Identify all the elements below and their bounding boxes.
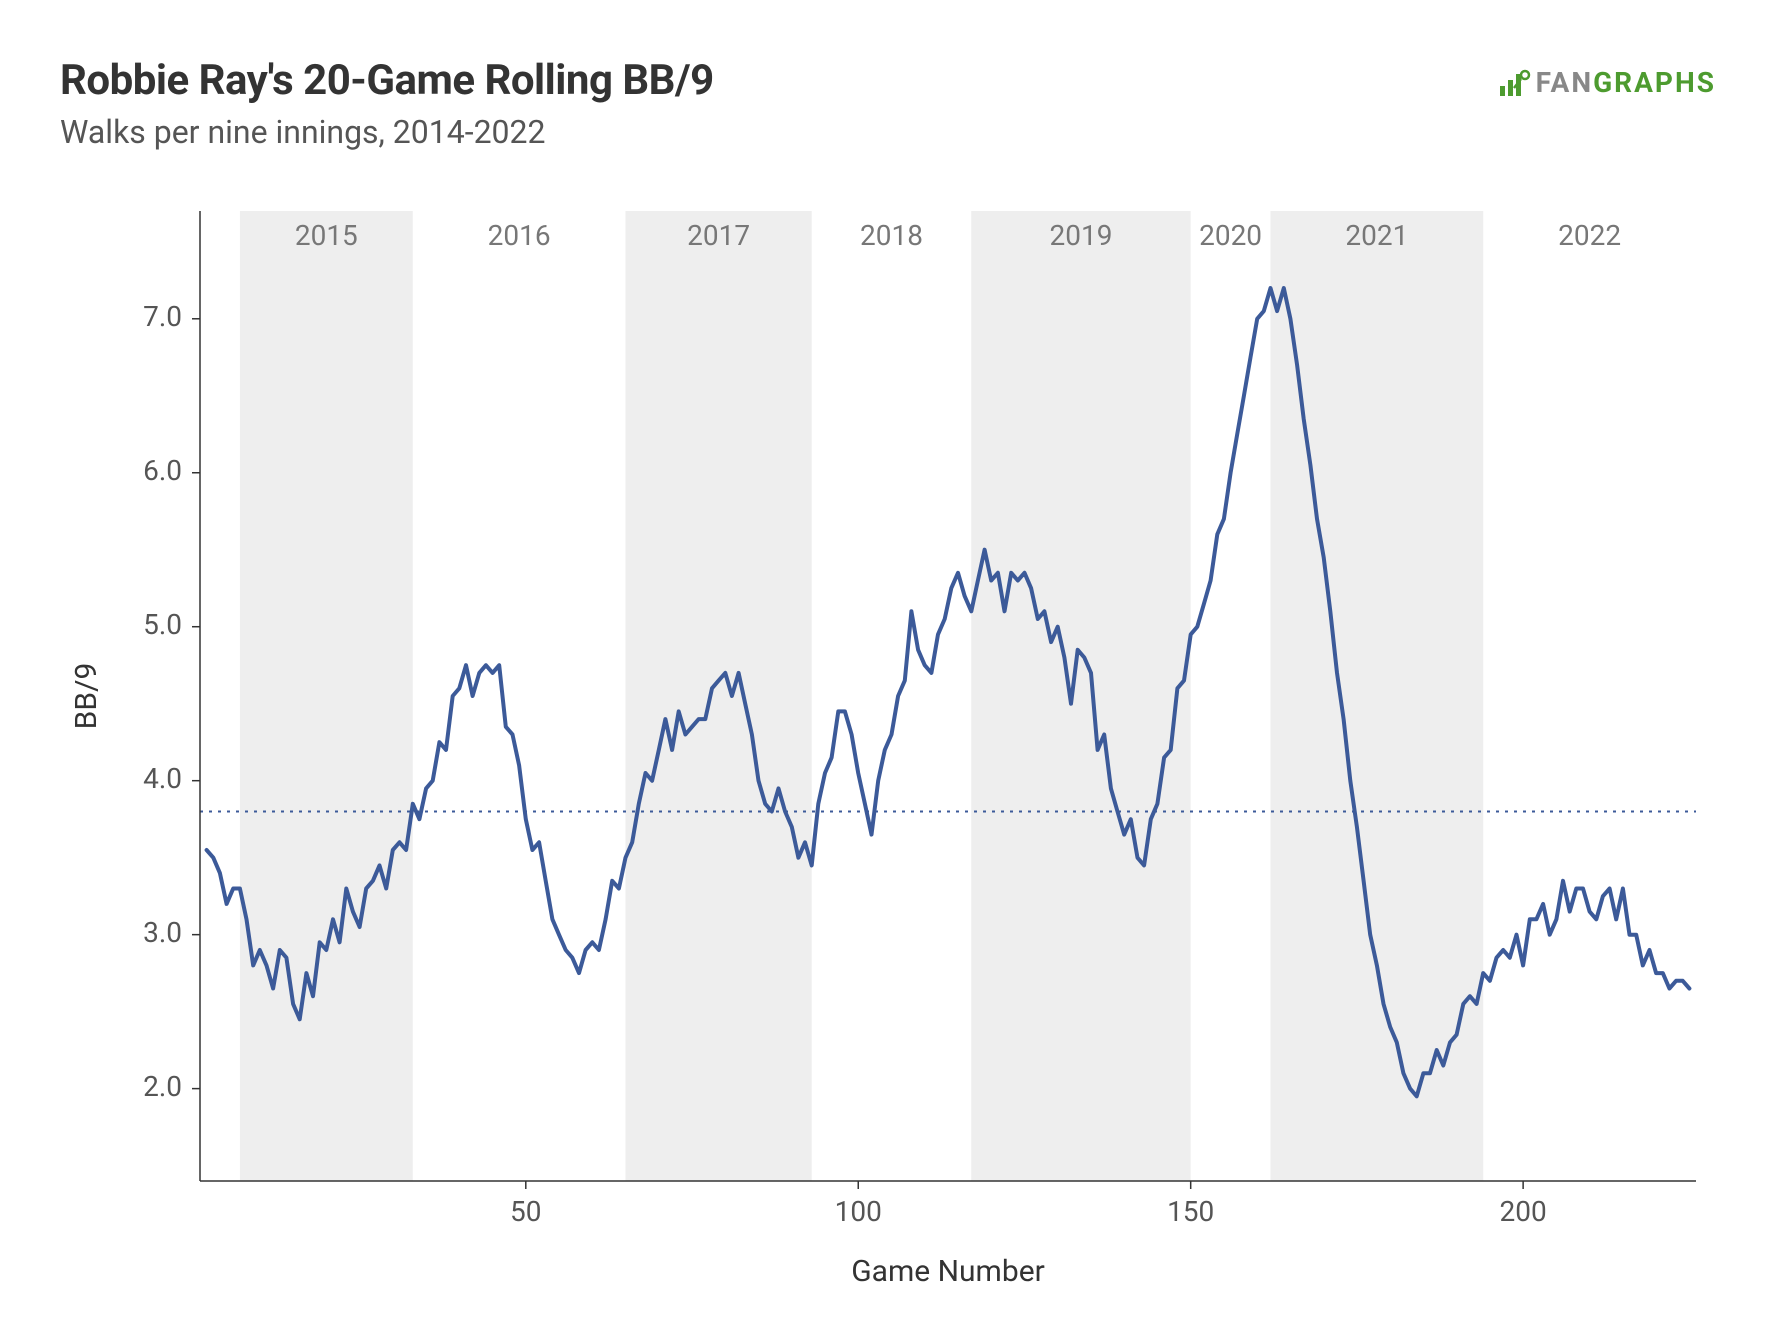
svg-text:2018: 2018 <box>860 219 923 252</box>
svg-text:2021: 2021 <box>1345 219 1408 252</box>
chart-title: Robbie Ray's 20-Game Rolling BB/9 <box>60 56 1498 105</box>
svg-text:2022: 2022 <box>1558 219 1621 252</box>
svg-text:2017: 2017 <box>687 219 750 252</box>
svg-text:3.0: 3.0 <box>143 916 182 949</box>
chart-subtitle: Walks per nine innings, 2014-2022 <box>60 113 1498 151</box>
svg-text:2015: 2015 <box>295 219 358 252</box>
fangraphs-logo: FANGRAPHS <box>1498 66 1716 99</box>
chart-header: Robbie Ray's 20-Game Rolling BB/9 Walks … <box>60 56 1716 151</box>
svg-text:2019: 2019 <box>1050 219 1113 252</box>
svg-text:BB/9: BB/9 <box>69 663 104 730</box>
svg-text:7.0: 7.0 <box>143 300 182 333</box>
svg-text:2.0: 2.0 <box>143 1070 182 1103</box>
svg-text:150: 150 <box>1167 1195 1214 1228</box>
fangraphs-icon <box>1498 68 1532 98</box>
svg-text:Game Number: Game Number <box>851 1254 1045 1289</box>
svg-text:200: 200 <box>1500 1195 1547 1228</box>
fangraphs-wordmark: FANGRAPHS <box>1536 66 1716 99</box>
bb9-chart: 2.0 3.0 4.0 5.0 6.0 7.0 50 100 150 200 2015 2016 201… <box>60 191 1716 1311</box>
svg-text:2020: 2020 <box>1199 219 1262 252</box>
svg-text:4.0: 4.0 <box>143 762 182 795</box>
svg-text:100: 100 <box>835 1195 882 1228</box>
svg-text:5.0: 5.0 <box>143 608 182 641</box>
svg-text:6.0: 6.0 <box>143 454 182 487</box>
svg-text:2016: 2016 <box>488 219 551 252</box>
svg-text:50: 50 <box>510 1195 541 1228</box>
